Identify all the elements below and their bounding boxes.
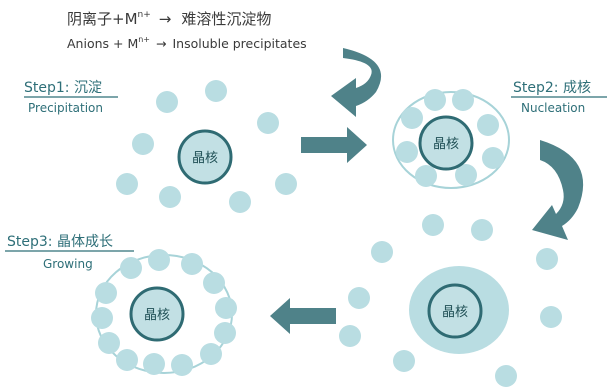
ion (98, 332, 120, 354)
ion (424, 89, 446, 111)
step3-cluster: 晶核 (91, 249, 237, 376)
step1-title: Step1: 沉淀 (24, 80, 102, 96)
ion (95, 282, 117, 304)
ion (205, 80, 227, 102)
step2-label: Step2: 成核 Nucleation (511, 80, 607, 115)
ion (371, 241, 393, 263)
ion (215, 297, 237, 319)
step2-title: Step2: 成核 (513, 80, 591, 96)
ion (116, 349, 138, 371)
ion (214, 322, 236, 344)
ion (203, 272, 225, 294)
step1-nucleus: 晶核 (177, 129, 233, 185)
ion (159, 186, 181, 208)
final-ions (339, 214, 562, 387)
equation-cn-rhs: 难溶性沉淀物 (181, 10, 271, 28)
step1-nucleus-label: 晶核 (192, 151, 218, 166)
ion (156, 91, 178, 113)
ion (275, 173, 297, 195)
final-crystal: 晶核 (409, 266, 509, 354)
ion (482, 147, 504, 169)
ion (495, 365, 517, 387)
ion (132, 133, 154, 155)
ion (455, 164, 477, 186)
step2-subtitle: Nucleation (521, 101, 585, 115)
equation-en-arrow: → (156, 36, 166, 51)
ion (148, 249, 170, 271)
curved-arrow-right-icon (532, 140, 584, 240)
final-nucleus-label: 晶核 (442, 305, 468, 320)
step3-subtitle: Growing (43, 257, 93, 271)
ion (116, 173, 138, 195)
ion (171, 354, 193, 376)
step1-ions (116, 80, 297, 213)
step3-label: Step3: 晶体成长 Growing (5, 234, 134, 271)
ion (348, 287, 370, 309)
final-nucleus (427, 283, 483, 339)
equation-cn-sup: n+ (138, 10, 151, 20)
ion (200, 343, 222, 365)
ion (396, 141, 418, 163)
ion (540, 306, 562, 328)
ion (422, 214, 444, 236)
step1-label: Step1: 沉淀 Precipitation (24, 80, 118, 115)
arrow-right-icon (301, 127, 367, 163)
step2-nucleus-label: 晶核 (433, 137, 459, 152)
ion (471, 219, 493, 241)
ion (143, 353, 165, 375)
ion (452, 89, 474, 111)
equation-en: Anions + Mn+ → Insoluble precipitates (67, 35, 307, 51)
equation-en-sup: n+ (138, 35, 150, 44)
step3-nucleus-label: 晶核 (144, 308, 170, 323)
ion (120, 257, 142, 279)
ion (339, 325, 361, 347)
step2-nucleus (418, 115, 474, 171)
equation-cn: 阴离子+Mn+ → 难溶性沉淀物 (67, 10, 271, 28)
equation-en-lhs: Anions + M (67, 36, 138, 51)
equation-cn-arrow: → (159, 10, 172, 28)
ion (477, 114, 499, 136)
step3-nucleus (129, 286, 185, 342)
ion (257, 112, 279, 134)
arrow-left-icon (270, 298, 336, 334)
ion (181, 253, 203, 275)
ion (393, 350, 415, 372)
ion (91, 307, 113, 329)
equation-cn-lhs: 阴离子+M (67, 10, 138, 28)
ion (415, 165, 437, 187)
ion (229, 191, 251, 213)
step3-title: Step3: 晶体成长 (7, 234, 113, 250)
curved-arrow-top-icon (331, 48, 382, 117)
step2-cluster: 晶核 (392, 89, 510, 189)
ion (536, 248, 558, 270)
ion (401, 107, 423, 129)
equation-en-rhs: Insoluble precipitates (173, 36, 307, 51)
step1-subtitle: Precipitation (28, 101, 103, 115)
